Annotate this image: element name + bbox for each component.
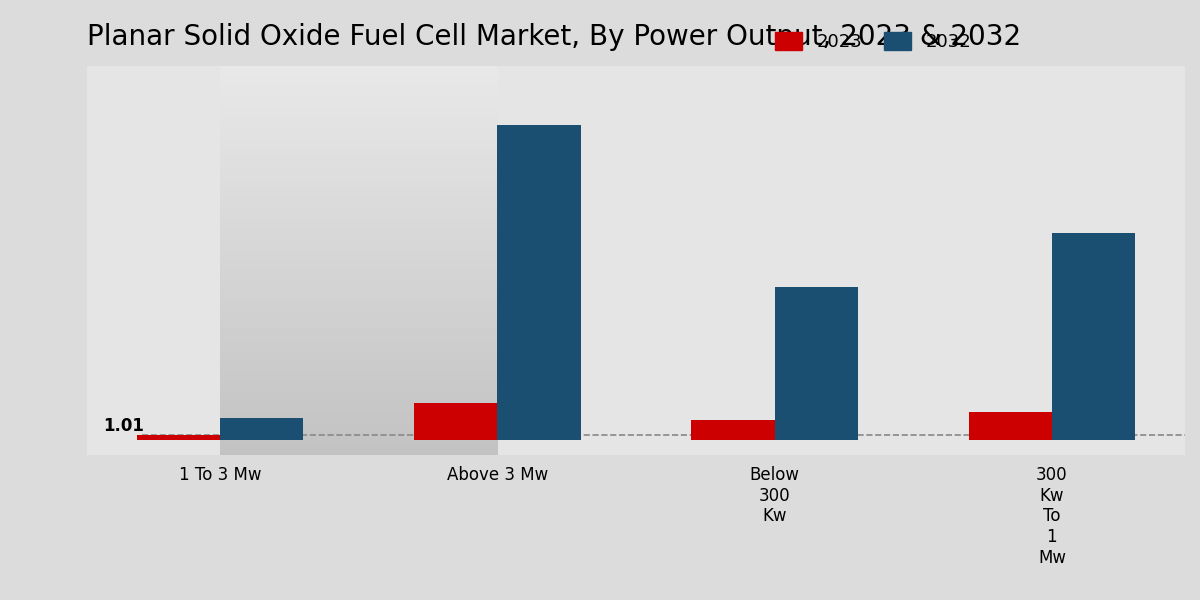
Bar [968,412,1052,440]
Bar [220,418,304,440]
Legend: 2023, 2032: 2023, 2032 [768,25,978,58]
Bar [497,125,581,440]
Bar [775,287,858,440]
Bar [414,403,497,440]
Bar [137,435,220,440]
Bar [1052,233,1135,440]
Bar [691,420,775,440]
Text: Planar Solid Oxide Fuel Cell Market, By Power Output, 2023 & 2032: Planar Solid Oxide Fuel Cell Market, By … [88,23,1021,51]
Text: 1.01: 1.01 [103,417,144,435]
